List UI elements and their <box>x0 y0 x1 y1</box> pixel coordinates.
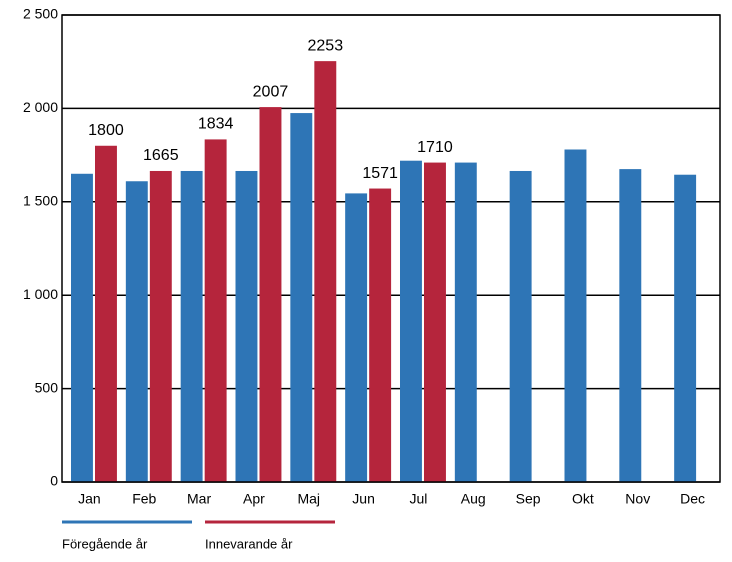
data-label: 1710 <box>417 139 453 156</box>
x-tick-label: Jul <box>409 491 427 507</box>
x-tick-label: Mar <box>187 491 211 507</box>
bar <box>235 170 258 482</box>
x-tick-label: Okt <box>572 491 594 507</box>
x-tick-label: Aug <box>461 491 486 507</box>
y-tick-label: 2 500 <box>23 6 58 22</box>
x-tick-label: Maj <box>297 491 320 507</box>
bar <box>509 170 532 482</box>
bar <box>149 170 172 482</box>
x-tick-label: Feb <box>132 491 156 507</box>
bar <box>125 181 148 482</box>
bar <box>204 139 227 482</box>
x-tick-label: Jan <box>78 491 101 507</box>
x-tick-label: Apr <box>243 491 265 507</box>
bar <box>564 149 587 482</box>
data-label: 1665 <box>143 147 179 164</box>
x-tick-label: Sep <box>516 491 541 507</box>
y-tick-label: 1 000 <box>23 286 58 302</box>
data-label: 2007 <box>253 83 289 100</box>
legend-label: Innevarande år <box>205 536 293 551</box>
bar <box>95 145 117 482</box>
y-tick-label: 2 000 <box>23 99 58 115</box>
legend-label: Föregående år <box>62 536 148 551</box>
x-tick-label: Dec <box>680 491 705 507</box>
data-label: 1800 <box>88 122 124 139</box>
bar <box>314 61 337 483</box>
bar <box>369 188 392 482</box>
plot-frame <box>61 14 721 483</box>
bar <box>674 174 697 483</box>
data-label: 1834 <box>198 116 234 133</box>
bar <box>619 169 642 483</box>
bar <box>71 173 93 482</box>
bar <box>345 193 368 483</box>
bar <box>400 160 422 483</box>
y-tick-label: 500 <box>35 379 59 395</box>
bar <box>454 162 477 482</box>
bar <box>290 113 313 482</box>
y-tick-label: 0 <box>50 473 58 489</box>
y-tick-label: 1 500 <box>23 193 58 209</box>
x-tick-label: Jun <box>352 491 375 507</box>
bar <box>424 162 446 482</box>
x-tick-label: Nov <box>625 491 650 507</box>
data-label: 1571 <box>362 165 398 182</box>
bar <box>259 107 282 482</box>
data-label: 2253 <box>308 37 344 54</box>
bar <box>180 170 203 482</box>
